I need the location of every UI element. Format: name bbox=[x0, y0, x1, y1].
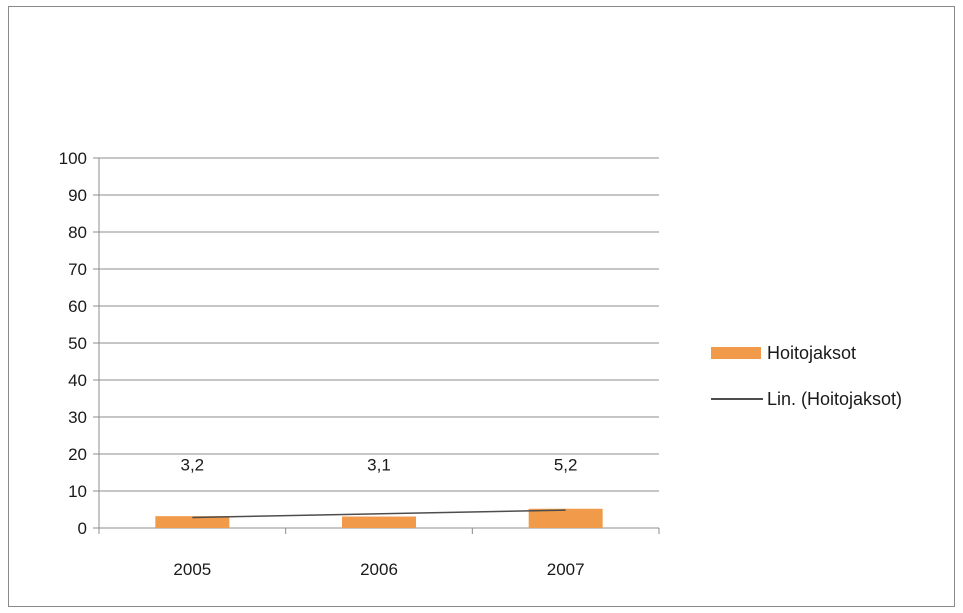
data-label: 3,2 bbox=[181, 456, 205, 475]
legend: Hoitojaksot Lin. (Hoitojaksot) bbox=[711, 341, 902, 433]
legend-item-bars: Hoitojaksot bbox=[711, 341, 902, 365]
data-label: 5,2 bbox=[554, 456, 578, 475]
y-tick-label: 100 bbox=[59, 149, 87, 168]
x-tick-label: 2005 bbox=[173, 560, 211, 579]
y-tick-label: 30 bbox=[68, 408, 87, 427]
y-tick-label: 10 bbox=[68, 482, 87, 501]
labels: 0 10 20 30 40 50 60 70 80 90 100 2005 3,2 2006 3,1 2007… bbox=[59, 149, 585, 579]
bars bbox=[155, 508, 603, 528]
gridlines bbox=[99, 157, 659, 492]
bar bbox=[155, 516, 230, 528]
y-tick-label: 80 bbox=[68, 223, 87, 242]
axes bbox=[93, 157, 660, 534]
y-tick-label: 70 bbox=[68, 260, 87, 279]
trendline-layer bbox=[192, 509, 566, 519]
bar bbox=[528, 508, 603, 528]
legend-line-swatch bbox=[711, 398, 763, 400]
bar bbox=[342, 516, 416, 528]
x-tick-label: 2006 bbox=[360, 560, 398, 579]
y-tick-label: 60 bbox=[68, 297, 87, 316]
y-tick-label: 20 bbox=[68, 445, 87, 464]
y-tick-label: 90 bbox=[68, 186, 87, 205]
legend-label-trendline: Lin. (Hoitojaksot) bbox=[767, 388, 903, 409]
y-tick-label: 0 bbox=[78, 519, 87, 538]
legend-item-trendline: Lin. (Hoitojaksot) bbox=[711, 387, 902, 411]
y-tick-label: 50 bbox=[68, 334, 87, 353]
y-tick-label: 40 bbox=[68, 371, 87, 390]
legend-label-bars: Hoitojaksot bbox=[767, 342, 857, 363]
plot-area: 0 10 20 30 40 50 60 70 80 90 100 2005 3,2 2006 3,1 2007… bbox=[59, 149, 660, 579]
x-tick-label: 2007 bbox=[547, 560, 585, 579]
trendline bbox=[192, 509, 566, 519]
legend-bar-swatch bbox=[711, 347, 761, 359]
chart-frame: 0 10 20 30 40 50 60 70 80 90 100 2005 3,2 2006 3,1 2007… bbox=[8, 6, 955, 607]
data-label: 3,1 bbox=[367, 456, 391, 475]
